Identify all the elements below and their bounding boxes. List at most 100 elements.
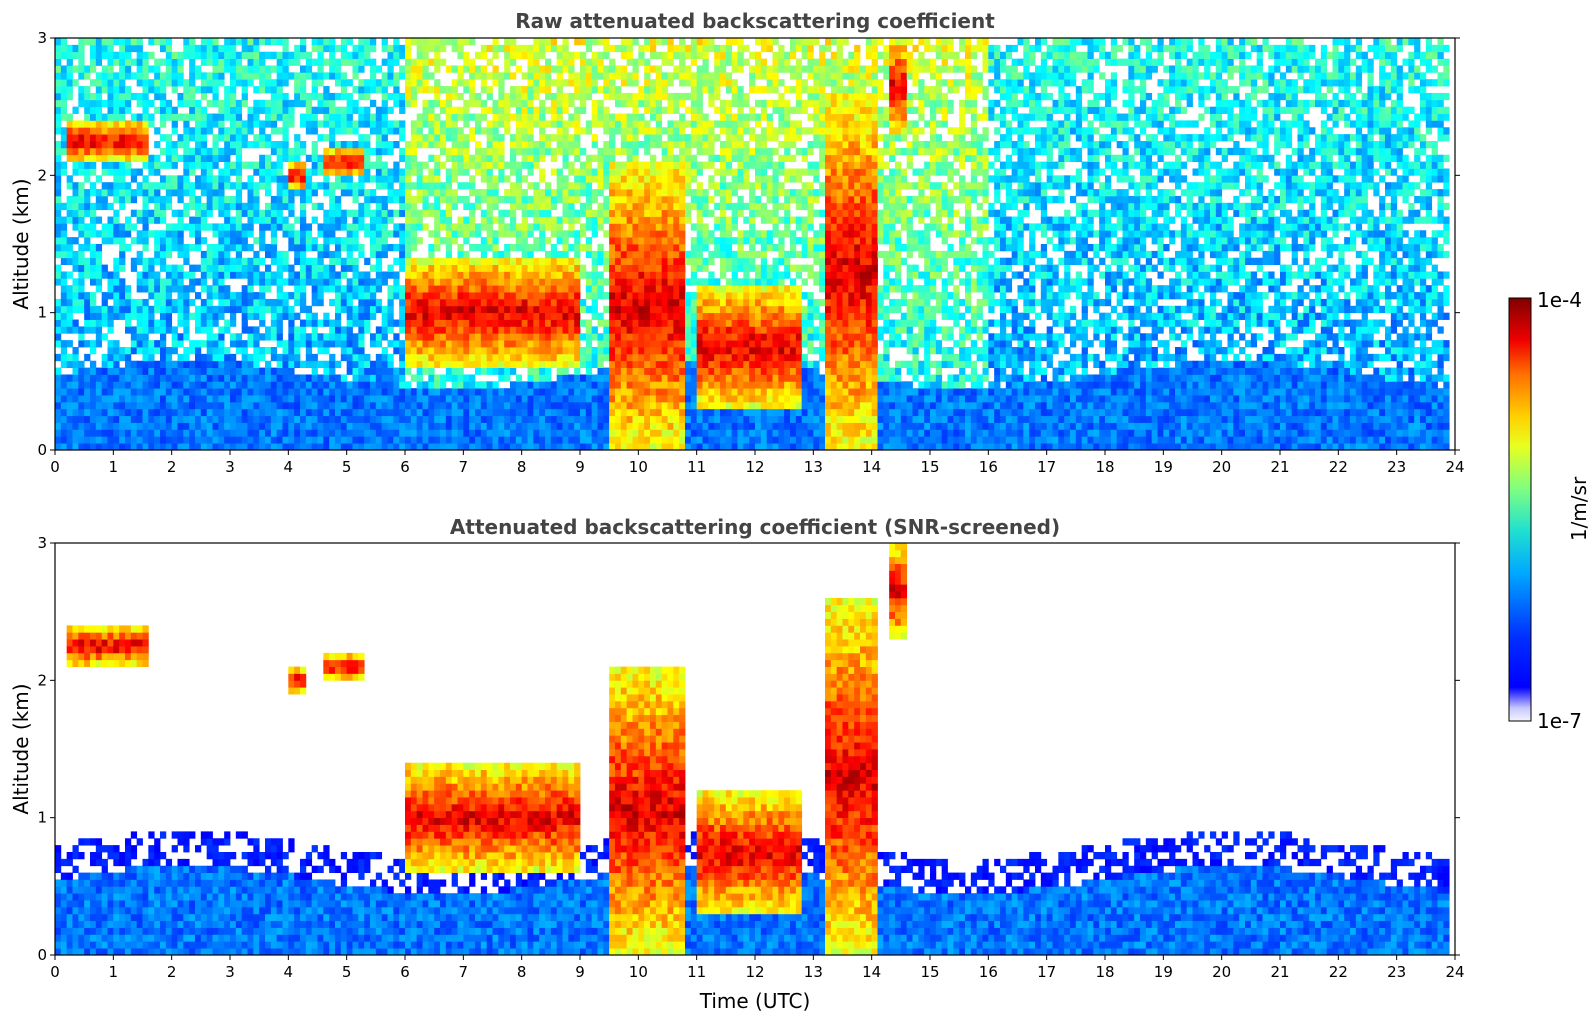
heatmap-cell (148, 326, 155, 334)
heatmap-cell (515, 244, 523, 252)
heatmap-cell (422, 86, 429, 94)
heatmap-cell (323, 367, 330, 375)
heatmap-cell (72, 388, 79, 396)
heatmap-cell (387, 340, 394, 348)
heatmap-cell (95, 401, 103, 410)
heatmap-cell (282, 408, 289, 417)
heatmap-cell (335, 209, 342, 217)
heatmap-cell (352, 278, 359, 286)
heatmap-cell (492, 278, 499, 286)
heatmap-cell (311, 58, 318, 66)
heatmap-cell (381, 443, 388, 450)
heatmap-cell (381, 202, 388, 211)
heatmap-cell (340, 168, 348, 176)
heatmap-cell (352, 154, 359, 162)
heatmap-cell (457, 367, 464, 375)
heatmap-cell (183, 175, 190, 183)
heatmap-cell (521, 381, 528, 389)
heatmap-cell (521, 147, 528, 156)
heatmap-cell (265, 298, 272, 307)
heatmap-cell (206, 147, 213, 156)
heatmap-cell (78, 182, 85, 190)
heatmap-cell (78, 443, 85, 450)
heatmap-cell (300, 216, 307, 224)
heatmap-cell (136, 58, 143, 66)
heatmap-cell (189, 408, 196, 417)
heatmap-cell (445, 408, 453, 417)
heatmap-cell (171, 264, 178, 272)
heatmap-cell (550, 189, 558, 197)
heatmap-cell (504, 353, 511, 362)
heatmap-cell (457, 305, 464, 314)
heatmap-cell (276, 79, 283, 87)
heatmap-cell (352, 312, 359, 320)
heatmap-cell (218, 305, 225, 314)
heatmap-cell (364, 408, 371, 417)
heatmap-cell (300, 285, 307, 293)
heatmap-cell (632, 395, 639, 403)
heatmap-cell (55, 367, 62, 375)
heatmap-cell (60, 92, 68, 101)
heatmap-cell (218, 195, 225, 204)
heatmap-cell (95, 38, 103, 46)
heatmap-cell (422, 305, 429, 314)
heatmap-cell (521, 134, 528, 142)
heatmap-cell (125, 106, 132, 114)
heatmap-cell (276, 216, 283, 224)
heatmap-cell (609, 264, 616, 272)
heatmap-cell (189, 147, 196, 156)
heatmap-cell (510, 340, 517, 348)
heatmap-cell (171, 65, 178, 73)
heatmap-cell (352, 422, 359, 430)
heatmap-cell (591, 292, 598, 300)
heatmap-cell (405, 326, 412, 334)
heatmap-cell (445, 250, 453, 259)
heatmap-cell (195, 134, 202, 142)
heatmap-cell (165, 223, 173, 231)
heatmap-cell (142, 436, 149, 444)
heatmap-cell (375, 326, 383, 334)
heatmap-cell (247, 436, 254, 444)
heatmap-cell (195, 44, 202, 53)
heatmap-cell (177, 388, 184, 396)
heatmap-cell (95, 415, 103, 423)
heatmap-cell (574, 230, 581, 238)
heatmap-cell (206, 120, 213, 128)
heatmap-cell (294, 429, 301, 437)
heatmap-cell (55, 92, 62, 101)
heatmap-cell (300, 326, 307, 334)
heatmap-cell (568, 401, 575, 410)
heatmap-cell (189, 264, 196, 272)
heatmap-cell (562, 285, 569, 293)
heatmap-cell (142, 333, 149, 341)
heatmap-cell (358, 120, 365, 128)
heatmap-cell (101, 161, 108, 169)
heatmap-cell (521, 44, 528, 53)
heatmap-cell (265, 216, 272, 224)
heatmap-cell (620, 443, 628, 450)
heatmap-cell (206, 99, 213, 108)
heatmap-cell (253, 401, 260, 410)
heatmap-cell (247, 51, 254, 59)
heatmap-cell (294, 401, 301, 410)
heatmap-cell (591, 374, 598, 382)
heatmap-cell (457, 415, 464, 423)
heatmap-cell (90, 106, 97, 114)
heatmap-cell (130, 360, 138, 368)
heatmap-cell (195, 223, 202, 231)
heatmap-cell (428, 395, 435, 403)
heatmap-cell (241, 264, 248, 272)
heatmap-cell (247, 141, 254, 149)
heatmap-cell (323, 250, 330, 259)
heatmap-cell (60, 223, 68, 231)
heatmap-cell (469, 244, 476, 252)
heatmap-cell (539, 244, 546, 252)
heatmap-cell (276, 278, 283, 286)
heatmap-cell (101, 65, 108, 73)
heatmap-cell (492, 312, 499, 320)
heatmap-cell (300, 422, 307, 430)
heatmap-cell (591, 189, 598, 197)
heatmap-cell (457, 65, 464, 73)
heatmap-cell (498, 443, 505, 450)
heatmap-cell (329, 223, 336, 231)
